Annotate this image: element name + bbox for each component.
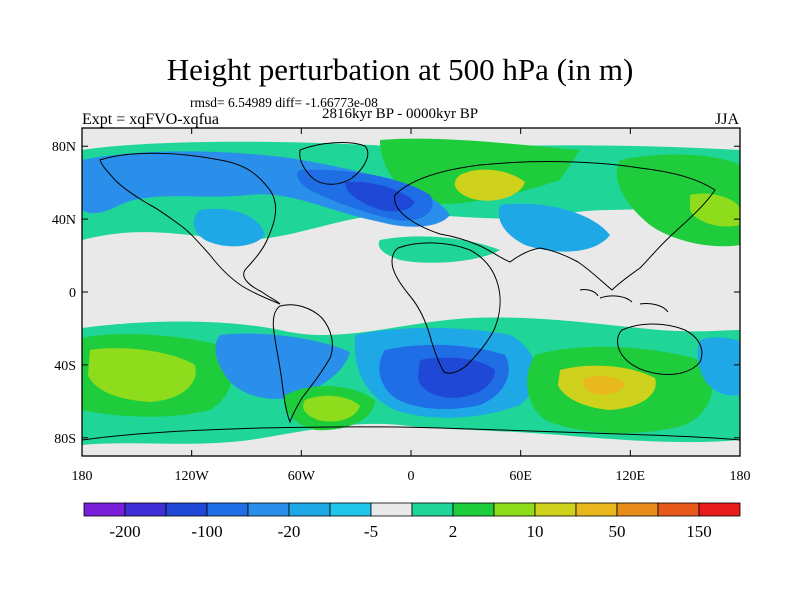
colorbar-segment xyxy=(370,502,413,517)
colorbar-segment xyxy=(493,502,536,517)
field-layer xyxy=(82,128,740,456)
lon-tick-label: 0 xyxy=(408,469,415,484)
coast-eurasia xyxy=(394,161,716,291)
nh-subtropical-green xyxy=(378,236,500,263)
figure-title: Height perturbation at 500 hPa (in m) xyxy=(166,52,634,87)
latitude-axis: 80N 40N 0 40S 80S xyxy=(52,140,740,447)
colorbar-label: -20 xyxy=(278,522,301,541)
coast-africa xyxy=(391,242,501,374)
nh-cyan-patch xyxy=(193,208,265,247)
nh-east-yellow xyxy=(690,193,740,227)
colorbar-label: 50 xyxy=(609,522,626,541)
colorbar-label: 150 xyxy=(686,522,712,541)
colorbar-segment xyxy=(206,502,249,517)
colorbar-segment xyxy=(165,502,208,517)
colorbar-segment xyxy=(83,502,126,517)
colorbar-segment xyxy=(288,502,331,517)
sh-indian-orange xyxy=(583,376,625,395)
colorbar-segment xyxy=(124,502,167,517)
coast-antarctica xyxy=(82,426,740,441)
colorbar-segment xyxy=(616,502,659,517)
lat-tick-label: 80N xyxy=(52,140,76,155)
lat-tick-label: 80S xyxy=(54,432,76,447)
colorbar-segment xyxy=(247,502,290,517)
lat-tick-label: 40S xyxy=(54,359,76,374)
sh-west-yellow xyxy=(88,348,196,402)
nh-core-blue xyxy=(345,181,415,212)
lon-tick-label: 180 xyxy=(730,469,751,484)
sh-blue-trough xyxy=(215,333,350,399)
lon-tick-label: 120W xyxy=(175,469,210,484)
colorbar-label: 10 xyxy=(527,522,544,541)
sh-east-cyan xyxy=(697,337,740,396)
coast-australia xyxy=(617,323,703,375)
coast-greenland xyxy=(299,142,369,185)
nh-contours xyxy=(82,138,740,263)
lon-tick-label: 180 xyxy=(72,469,93,484)
colorbar-segment xyxy=(411,502,454,517)
season-label: JJA xyxy=(715,111,740,128)
coast-maritime-islands xyxy=(579,289,669,313)
colorbar-segment xyxy=(534,502,577,517)
lat-tick-label: 0 xyxy=(69,286,76,301)
lon-tick-label: 60E xyxy=(509,469,532,484)
experiment-label: Expt = xqFVO-xqfua xyxy=(82,111,220,128)
colorbar-segment xyxy=(698,502,741,517)
period-text: 2816kyr BP - 0000kyr BP xyxy=(321,106,479,122)
coast-north-america xyxy=(99,152,281,305)
lon-tick-label: 120E xyxy=(616,469,646,484)
colorbar-label: -100 xyxy=(191,522,222,541)
colorbar xyxy=(83,502,741,517)
colorbar-segment xyxy=(329,502,372,517)
nh-central-cyan xyxy=(498,203,610,252)
colorbar-labels: -200 -100 -20 -5 2 10 50 150 xyxy=(109,522,711,541)
colorbar-segment xyxy=(657,502,700,517)
colorbar-label: -5 xyxy=(364,522,378,541)
colorbar-label: -200 xyxy=(109,522,140,541)
lon-tick-label: 60W xyxy=(288,469,316,484)
sh-deep-core xyxy=(418,357,495,398)
colorbar-label: 2 xyxy=(449,522,458,541)
colorbar-segment xyxy=(575,502,618,517)
sh-south-atlantic-yellow xyxy=(303,395,360,422)
stats-text: rmsd= 6.54989 diff= -1.66773e-08 xyxy=(190,95,378,110)
nh-yellow-center xyxy=(454,169,525,201)
sh-contours xyxy=(82,317,740,445)
colorbar-segment xyxy=(452,502,495,517)
longitude-axis: 180 120W 60W 0 60E 120E 180 xyxy=(72,128,751,484)
coast-south-america xyxy=(272,304,333,424)
lat-tick-label: 40N xyxy=(52,213,76,228)
coastlines xyxy=(82,142,740,441)
